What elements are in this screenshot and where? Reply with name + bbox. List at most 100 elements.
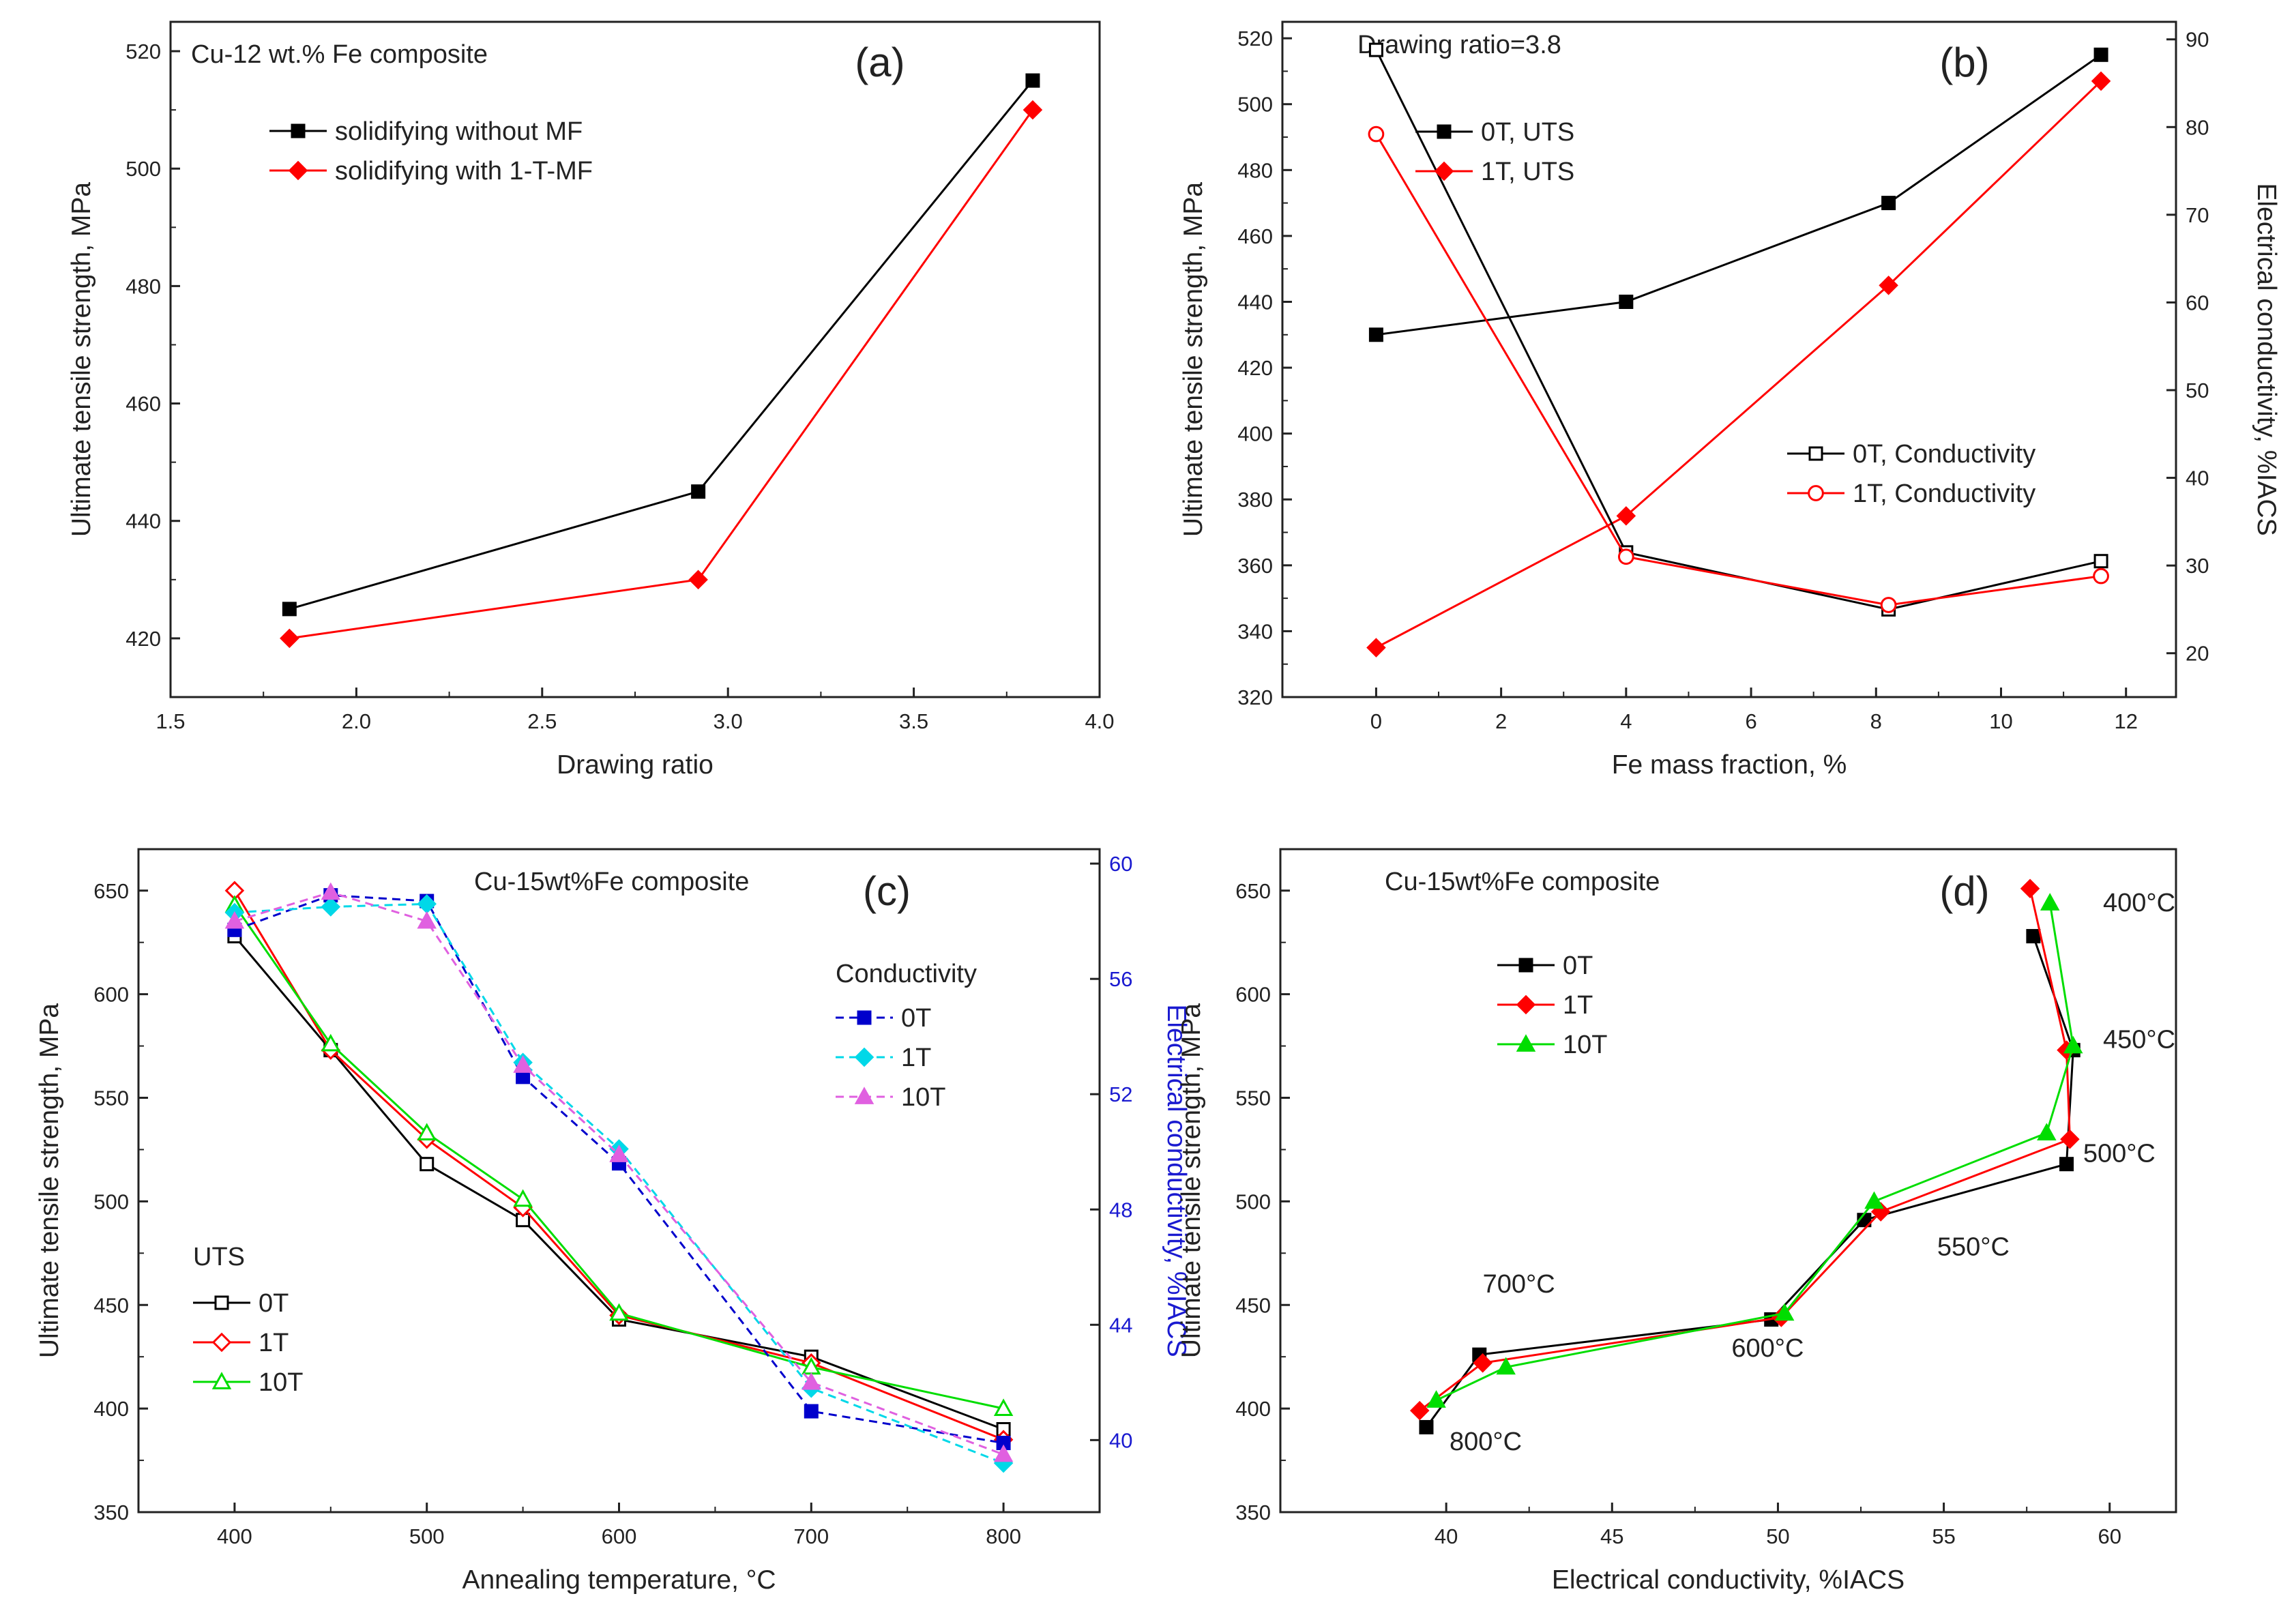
annotation-6: 800°C: [1450, 1428, 1522, 1456]
chart-title: Cu-15wt%Fe composite: [474, 868, 749, 896]
x-tick-label: 2: [1495, 709, 1507, 733]
data-point-b-2-0: [1368, 42, 1383, 57]
legend-item-cond-0-label: 0T: [901, 1004, 931, 1033]
legend-item-1-label: solidifying with 1-T-MF: [335, 157, 593, 186]
x-tick-label: 50: [1766, 1524, 1789, 1548]
y-right-tick-label: 50: [2186, 379, 2209, 402]
data-point-b-3-2: [1880, 597, 1897, 613]
y-right-tick-label: 56: [1109, 967, 1132, 991]
y-tick-label: 500: [93, 1190, 129, 1213]
y-right-tick-label: 48: [1109, 1198, 1132, 1222]
x-tick-label: 3.5: [899, 709, 928, 733]
y-tick-label: 320: [1237, 685, 1273, 709]
panel-d: 40 45 50 55 60 350 400 450 500 550 600 650 Electrica…: [1177, 848, 2177, 1595]
legend-title-uts: UTS: [193, 1243, 245, 1271]
y-tick-label: 380: [1237, 488, 1273, 512]
data-point-d-0-2: [2059, 1157, 2074, 1172]
data-point-d-2-2: [2037, 1123, 2057, 1140]
y-axis-label: Ultimate tensile strength, MPa: [35, 1003, 64, 1359]
y-tick-label: 420: [1237, 356, 1273, 380]
data-point-a-0-2: [1025, 73, 1040, 88]
data-point-c-2-3: [513, 1189, 533, 1207]
data-point-d-0-6: [1419, 1419, 1434, 1434]
legend-item-cond-1-label: 1T, Conductivity: [1853, 479, 2035, 508]
data-point-a-1-2: [1023, 100, 1043, 120]
data-point-b-0-0: [1368, 327, 1383, 342]
series-line-b-0: [1376, 54, 2102, 336]
data-point-b-3-3: [2093, 567, 2109, 585]
data-point-b-0-3: [2093, 47, 2108, 62]
y-tick-label: 350: [93, 1501, 129, 1524]
legend-item-cond-0-marker: [1808, 446, 1823, 461]
y-tick-label: 500: [1237, 93, 1273, 117]
x-axis-label: Electrical conductivity, %IACS: [1552, 1565, 1905, 1595]
y-tick-label: 400: [93, 1397, 129, 1421]
data-point-c-4-1: [321, 897, 341, 917]
data-point-b-1-2: [1879, 276, 1898, 295]
y-tick-label: 440: [1237, 290, 1273, 314]
data-point-d-0-0: [2026, 929, 2041, 944]
legend-item-uts-1-marker: [211, 1332, 232, 1353]
x-tick-label: 1.5: [156, 709, 185, 733]
legend-item-cond-1-marker: [854, 1047, 874, 1067]
x-tick-label: 4: [1620, 709, 1632, 733]
data-point-b-3-1: [1617, 548, 1634, 565]
y-right-tick-label: 52: [1109, 1082, 1132, 1106]
panel-label: (c): [863, 868, 911, 914]
annotation-4: 600°C: [1731, 1334, 1804, 1363]
legend-item-cond-1-label: 1T: [901, 1044, 931, 1072]
x-tick-label: 4.0: [1085, 709, 1114, 733]
data-point-d-2-4: [1774, 1303, 1795, 1321]
x-axis-label: Drawing ratio: [557, 750, 714, 780]
chart-title: Drawing ratio=3.8: [1357, 31, 1561, 59]
y-tick-label: 480: [126, 274, 161, 298]
x-tick-label: 40: [1435, 1524, 1458, 1548]
x-tick-label: 800: [986, 1524, 1021, 1548]
data-point-d-1-0: [2020, 879, 2040, 898]
data-point-b-1-3: [2091, 71, 2111, 91]
x-tick-label: 2.5: [527, 709, 557, 733]
legend-item-0-label: solidifying without MF: [335, 117, 583, 146]
data-point-b-0-1: [1619, 294, 1634, 309]
legend-item-uts-2-label: 10T: [259, 1368, 303, 1397]
data-point-b-3-0: [1368, 126, 1385, 143]
data-point-a-1-0: [280, 628, 299, 649]
data-point-a-0-1: [691, 484, 706, 499]
y-right-tick-label: 70: [2186, 203, 2209, 227]
data-point-c-2-6: [993, 1398, 1014, 1416]
y-tick-label: 400: [1235, 1397, 1271, 1421]
legend-item-0-marker: [291, 123, 306, 138]
annotation-1: 450°C: [2103, 1026, 2175, 1054]
x-axis-label: Fe mass fraction, %: [1612, 750, 1847, 780]
data-point-b-0-2: [1881, 196, 1896, 211]
legend-item-cond-1-marker: [1808, 485, 1824, 501]
legend-item-uts-0-label: 0T: [259, 1289, 289, 1318]
y-tick-label: 500: [126, 157, 161, 181]
panel-c: 400 500 600 700 800 350 400 450 500 550 600 650 40 44…: [35, 848, 1191, 1595]
legend-item-cond-0-marker: [857, 1010, 872, 1025]
y-right-tick-label: 90: [2186, 28, 2209, 52]
y-tick-label: 360: [1237, 554, 1273, 578]
data-point-c-2-2: [417, 1123, 437, 1140]
y-right-tick-label: 80: [2186, 115, 2209, 139]
y-right-tick-label: 44: [1109, 1313, 1132, 1337]
panel-b: 0 2 4 6 8 10 12 320 340 360 380 400 420 440 460 480 500 5…: [1179, 20, 2279, 780]
y-right-tick-label: 30: [2186, 554, 2209, 578]
x-tick-label: 8: [1870, 709, 1882, 733]
y-right-tick-label: 40: [1109, 1428, 1132, 1452]
data-point-c-2-4: [609, 1303, 629, 1321]
legend-item-cond-0-label: 0T, Conductivity: [1853, 440, 2035, 469]
data-point-d-2-3: [1864, 1191, 1884, 1209]
plot-frame-d: [1279, 848, 2177, 1514]
x-tick-label: 500: [409, 1524, 445, 1548]
legend-item-uts-0-marker: [1437, 124, 1452, 139]
legend-item-uts-0-marker: [214, 1295, 229, 1310]
annotation-3: 550°C: [1937, 1232, 2010, 1261]
y-tick-label: 440: [126, 510, 161, 533]
panel-label: (b): [1939, 40, 1989, 85]
y-axis-label: Ultimate tensile strength, MPa: [67, 182, 96, 537]
data-point-d-2-1: [2063, 1035, 2083, 1054]
legend-item-uts-1-marker: [1434, 161, 1454, 181]
legend-item-2-marker: [1516, 1034, 1536, 1052]
